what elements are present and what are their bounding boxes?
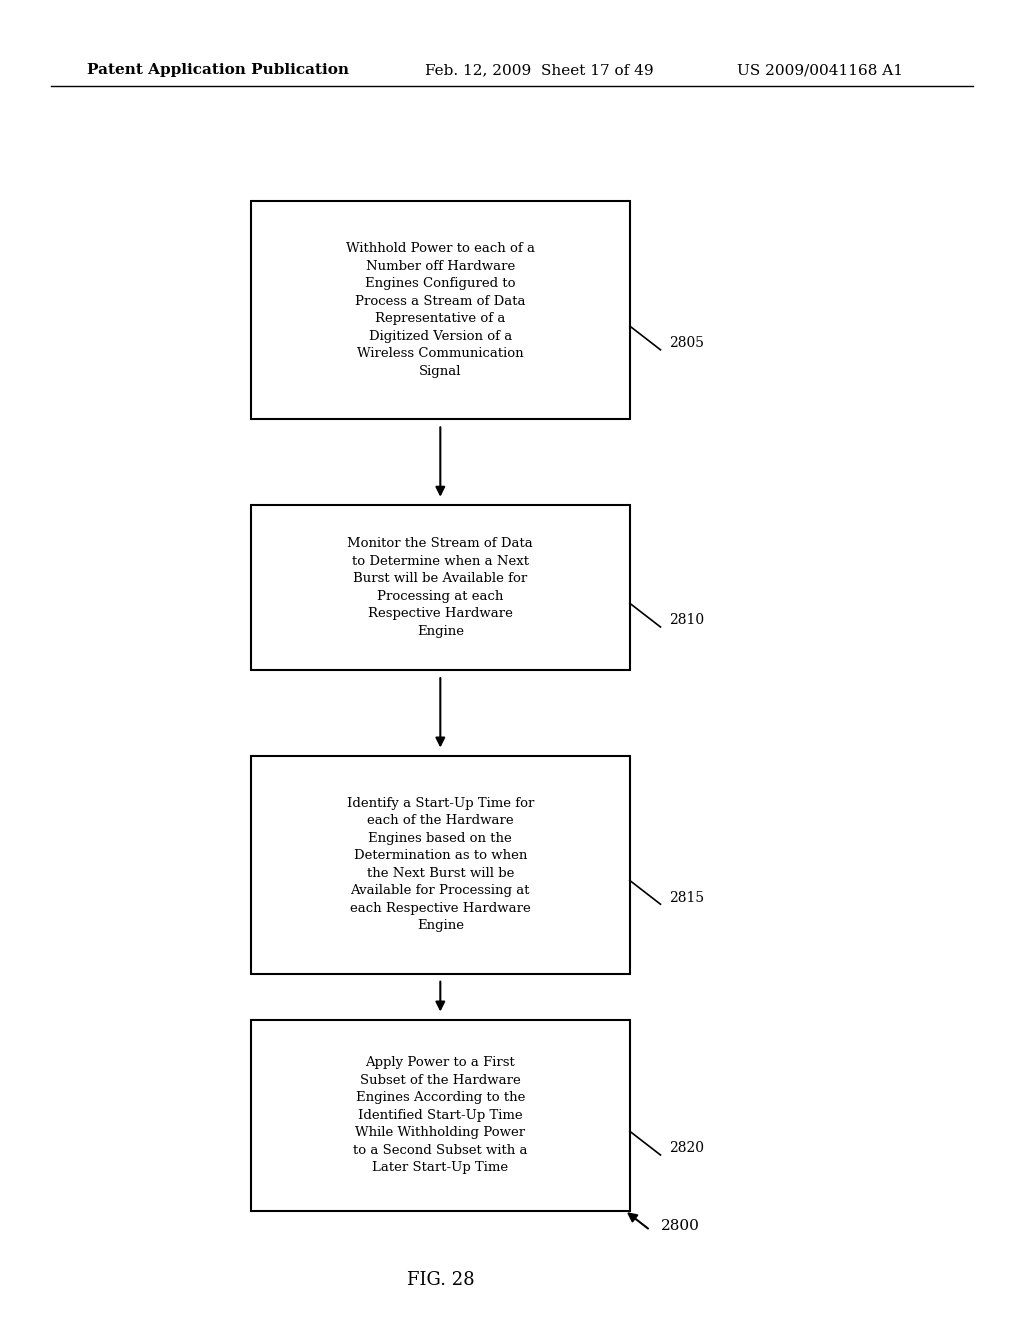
- Bar: [251, 201, 630, 420]
- Text: US 2009/0041168 A1: US 2009/0041168 A1: [737, 63, 903, 78]
- Text: 2800: 2800: [660, 1220, 699, 1233]
- Text: 2815: 2815: [669, 891, 703, 904]
- Bar: [251, 755, 630, 974]
- Bar: [251, 504, 630, 671]
- Text: 2810: 2810: [669, 614, 703, 627]
- Text: Feb. 12, 2009  Sheet 17 of 49: Feb. 12, 2009 Sheet 17 of 49: [425, 63, 653, 78]
- Text: 2820: 2820: [669, 1142, 703, 1155]
- Bar: [251, 1020, 630, 1212]
- Text: Apply Power to a First
Subset of the Hardware
Engines According to the
Identifie: Apply Power to a First Subset of the Har…: [353, 1056, 527, 1175]
- Text: Identify a Start-Up Time for
each of the Hardware
Engines based on the
Determina: Identify a Start-Up Time for each of the…: [347, 797, 534, 932]
- Text: FIG. 28: FIG. 28: [407, 1271, 474, 1290]
- Text: Patent Application Publication: Patent Application Publication: [87, 63, 349, 78]
- Text: Monitor the Stream of Data
to Determine when a Next
Burst will be Available for
: Monitor the Stream of Data to Determine …: [347, 537, 534, 638]
- Text: 2805: 2805: [669, 337, 703, 350]
- Text: Withhold Power to each of a
Number off Hardware
Engines Configured to
Process a : Withhold Power to each of a Number off H…: [346, 243, 535, 378]
